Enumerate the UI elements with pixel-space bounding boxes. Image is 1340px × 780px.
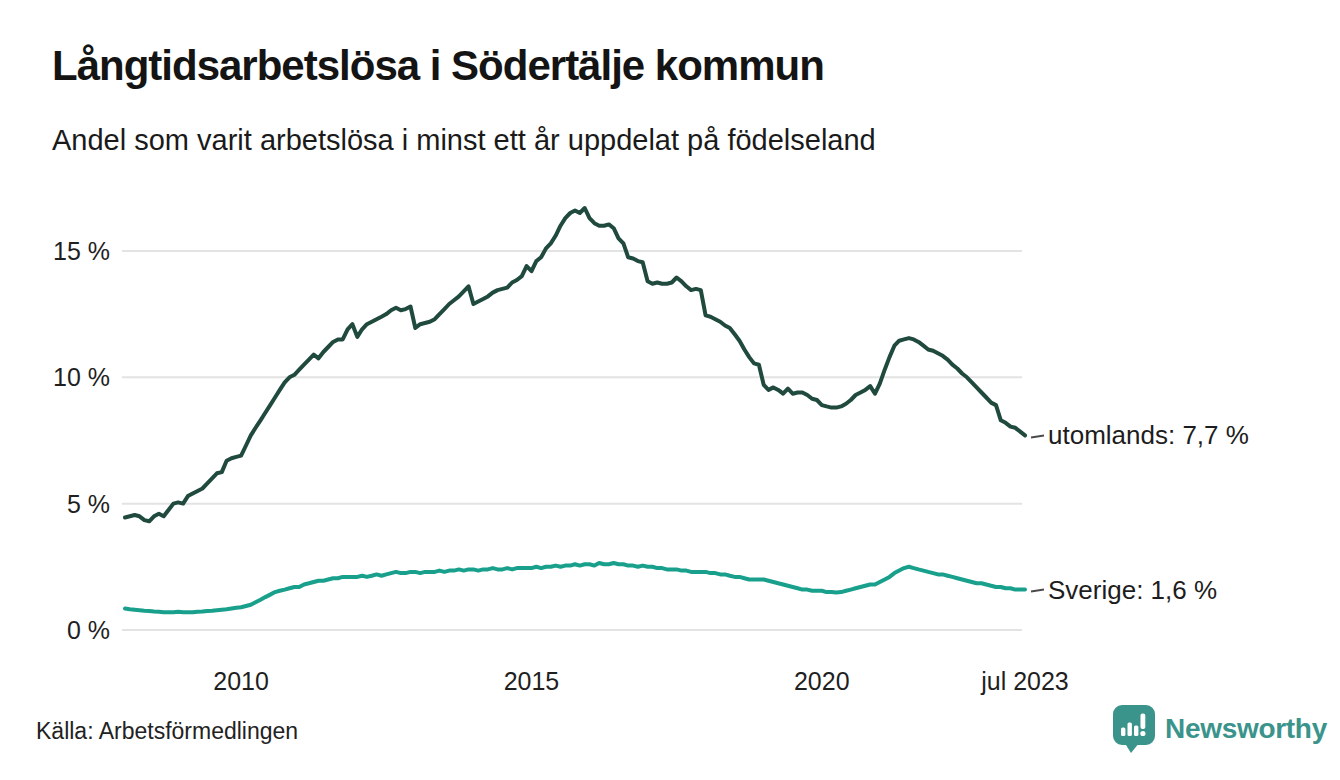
chart-svg: 0 % 5 % 10 % 15 % 2010 2015 2020 jul 2023 utomla…	[0, 0, 1340, 780]
x-tick-label-jul-2023: jul 2023	[980, 667, 1069, 695]
y-tick-label-5: 5 %	[67, 490, 110, 518]
x-tick-label-2010: 2010	[213, 667, 269, 695]
series-label-Sverige: Sverige: 1,6 %	[1048, 575, 1217, 605]
source-text: Källa: Arbetsförmedlingen	[36, 718, 298, 745]
y-tick-label-0: 0 %	[67, 616, 110, 644]
newsworthy-logo: Newsworthy	[1112, 704, 1327, 754]
series-end-dash-utomlands	[1031, 435, 1044, 437]
newsworthy-logo-icon	[1112, 704, 1156, 754]
newsworthy-logo-text: Newsworthy	[1165, 713, 1327, 745]
x-tick-label-2020: 2020	[794, 667, 850, 695]
series-end-dash-Sverige	[1031, 590, 1044, 592]
series-line-utomlands	[125, 208, 1025, 521]
series-label-utomlands: utomlands: 7,7 %	[1048, 420, 1249, 450]
y-tick-label-10: 10 %	[53, 363, 110, 391]
page-root: Långtidsarbetslösa i Södertälje kommun A…	[0, 0, 1340, 780]
x-tick-label-2015: 2015	[504, 667, 560, 695]
series-line-Sverige	[125, 563, 1025, 612]
y-tick-label-15: 15 %	[53, 237, 110, 265]
